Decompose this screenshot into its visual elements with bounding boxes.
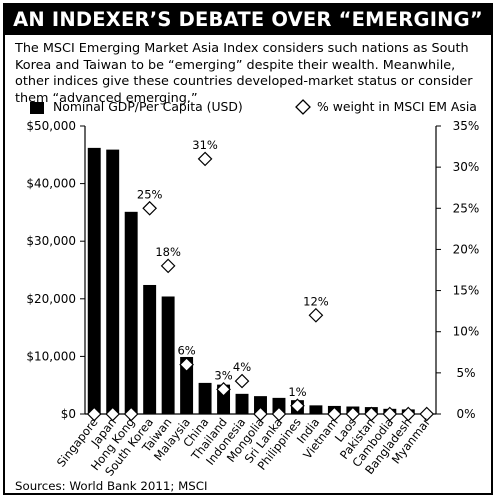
left-tick-label: $10,000 bbox=[26, 349, 76, 363]
left-tick-label: $0 bbox=[61, 407, 76, 421]
weight-point bbox=[179, 357, 194, 372]
bar bbox=[309, 405, 323, 414]
bar bbox=[106, 149, 120, 414]
weight-point bbox=[308, 307, 324, 323]
legend-swatch-weight-diamond-icon bbox=[295, 99, 311, 115]
right-tick-label: 5% bbox=[456, 366, 475, 380]
weight-point bbox=[160, 258, 176, 274]
weight-point bbox=[400, 406, 416, 422]
weight-point bbox=[271, 406, 287, 422]
legend-label-weight: % weight in MSCI EM Asia bbox=[317, 99, 477, 114]
weight-point bbox=[142, 200, 158, 216]
left-tick-label: $20,000 bbox=[26, 292, 76, 306]
bar bbox=[180, 356, 194, 414]
right-tick-label: 35% bbox=[453, 119, 480, 133]
weight-data-label: 6% bbox=[177, 344, 195, 358]
bar bbox=[124, 211, 138, 414]
weight-data-label: 4% bbox=[233, 360, 251, 374]
weight-point bbox=[363, 406, 379, 422]
left-tick-label: $40,000 bbox=[26, 177, 76, 191]
weight-data-label: 25% bbox=[137, 187, 163, 201]
legend-label-gdp: Nominal GDP/Per Capita (USD) bbox=[53, 99, 243, 114]
left-tick-label: $30,000 bbox=[26, 234, 76, 248]
weight-point bbox=[105, 406, 121, 422]
weight-data-label: 12% bbox=[303, 294, 329, 308]
weight-point bbox=[327, 406, 342, 422]
weight-data-label: 1% bbox=[288, 385, 306, 399]
weight-data-label: 31% bbox=[192, 138, 218, 152]
legend-swatch-gdp bbox=[30, 102, 44, 114]
weight-point bbox=[123, 406, 139, 422]
weight-point bbox=[419, 406, 435, 422]
bar bbox=[198, 382, 212, 414]
weight-point bbox=[382, 406, 398, 422]
right-tick-label: 15% bbox=[453, 284, 480, 298]
weight-point bbox=[253, 406, 268, 422]
bar bbox=[254, 396, 267, 414]
weight-point bbox=[234, 373, 250, 389]
weight-data-label: 18% bbox=[155, 245, 181, 259]
weight-point bbox=[345, 406, 361, 422]
right-tick-label: 30% bbox=[453, 160, 480, 174]
right-tick-label: 10% bbox=[453, 325, 480, 339]
bar bbox=[161, 296, 175, 414]
right-tick-label: 20% bbox=[453, 242, 480, 256]
weight-point bbox=[197, 151, 213, 167]
right-tick-label: 0% bbox=[456, 407, 475, 421]
bar bbox=[143, 284, 157, 414]
chart-title: AN INDEXER’S DEBATE OVER “EMERGING” bbox=[5, 5, 491, 35]
bar bbox=[235, 393, 249, 414]
source-note: Sources: World Bank 2011; MSCI bbox=[15, 479, 208, 493]
weight-point bbox=[290, 398, 305, 414]
weight-point bbox=[216, 381, 231, 397]
bar bbox=[87, 147, 101, 414]
weight-data-label: 3% bbox=[214, 368, 232, 382]
chart-subtitle: The MSCI Emerging Market Asia Index cons… bbox=[15, 41, 473, 106]
weight-point bbox=[86, 406, 102, 422]
legend: Nominal GDP/Per Capita (USD) % weight in… bbox=[5, 99, 491, 117]
right-tick-label: 25% bbox=[453, 201, 480, 215]
left-tick-label: $50,000 bbox=[26, 119, 76, 133]
